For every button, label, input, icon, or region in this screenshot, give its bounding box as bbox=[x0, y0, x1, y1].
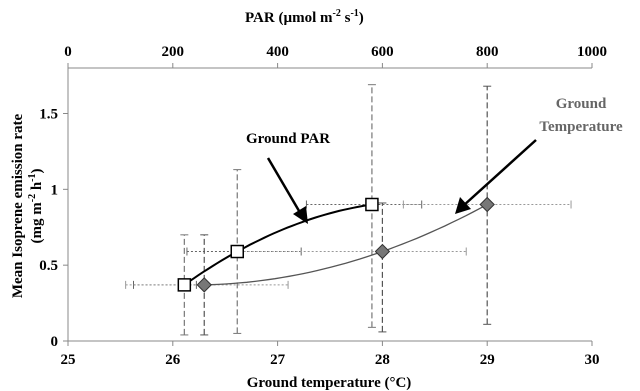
annotation-ground-par-arrow bbox=[266, 157, 304, 217]
bottom-axis-tick-label: 25 bbox=[61, 352, 76, 368]
annotation-ground-par-arrowhead bbox=[293, 206, 308, 224]
trend-curves bbox=[183, 203, 488, 286]
data-markers bbox=[177, 196, 495, 293]
top-axis-tick-label: 600 bbox=[371, 44, 394, 60]
bottom-axis-tick-label: 26 bbox=[165, 352, 181, 368]
top-axis-tick-label: 0 bbox=[64, 44, 72, 60]
top-axis-title: PAR (µmol m-2 s-1) bbox=[245, 8, 364, 26]
annotation-ground-temperature-arrow bbox=[462, 139, 537, 207]
bottom-axis-tick-label: 28 bbox=[375, 352, 390, 368]
annotation-ground-par-label: Ground PAR bbox=[246, 131, 330, 147]
square-point bbox=[230, 244, 245, 259]
trend-curve bbox=[183, 203, 373, 286]
square-point bbox=[365, 197, 379, 212]
axes bbox=[67, 67, 592, 342]
diamond-point bbox=[374, 243, 391, 260]
y-axis-tick-label: 0.5 bbox=[39, 258, 58, 274]
y-axis-title-line2: (mg m-2 h-1) bbox=[27, 168, 45, 243]
top-axis-tick-label: 1000 bbox=[577, 44, 607, 60]
square-point bbox=[177, 278, 192, 292]
y-axis-tick-label: 0 bbox=[51, 334, 59, 350]
y-axis-tick-label: 1.5 bbox=[39, 107, 58, 123]
trend-curve bbox=[204, 203, 488, 286]
annotation-ground-temperature-label2: Temperature bbox=[539, 119, 623, 135]
annotation-ground-par: Ground PAR bbox=[246, 131, 330, 224]
bottom-axis-tick-label: 29 bbox=[480, 352, 495, 368]
y-axis-title-line1: Mean Isoprene emission rate bbox=[10, 114, 26, 299]
diamond-point bbox=[196, 277, 212, 293]
bottom-axis-tick-label: 27 bbox=[270, 352, 286, 368]
tick-marks: 0 200 400 600 800 1000 25 26 27 28 29 30 0 0.5 1 1.5 bbox=[39, 44, 607, 368]
bottom-axis-tick-label: 30 bbox=[585, 352, 600, 368]
top-axis-tick-label: 400 bbox=[266, 44, 289, 60]
top-axis-tick-label: 200 bbox=[162, 44, 185, 60]
diamond-point bbox=[479, 196, 495, 213]
annotation-ground-temperature: Ground Temperature bbox=[455, 96, 623, 214]
y-axis-tick-label: 1 bbox=[51, 182, 59, 198]
annotation-ground-temperature-label1: Ground bbox=[556, 96, 607, 112]
annotation-ground-temperature-arrowhead bbox=[455, 197, 471, 214]
top-axis-tick-label: 800 bbox=[476, 44, 499, 60]
bottom-axis-title: Ground temperature (°C) bbox=[247, 375, 412, 391]
